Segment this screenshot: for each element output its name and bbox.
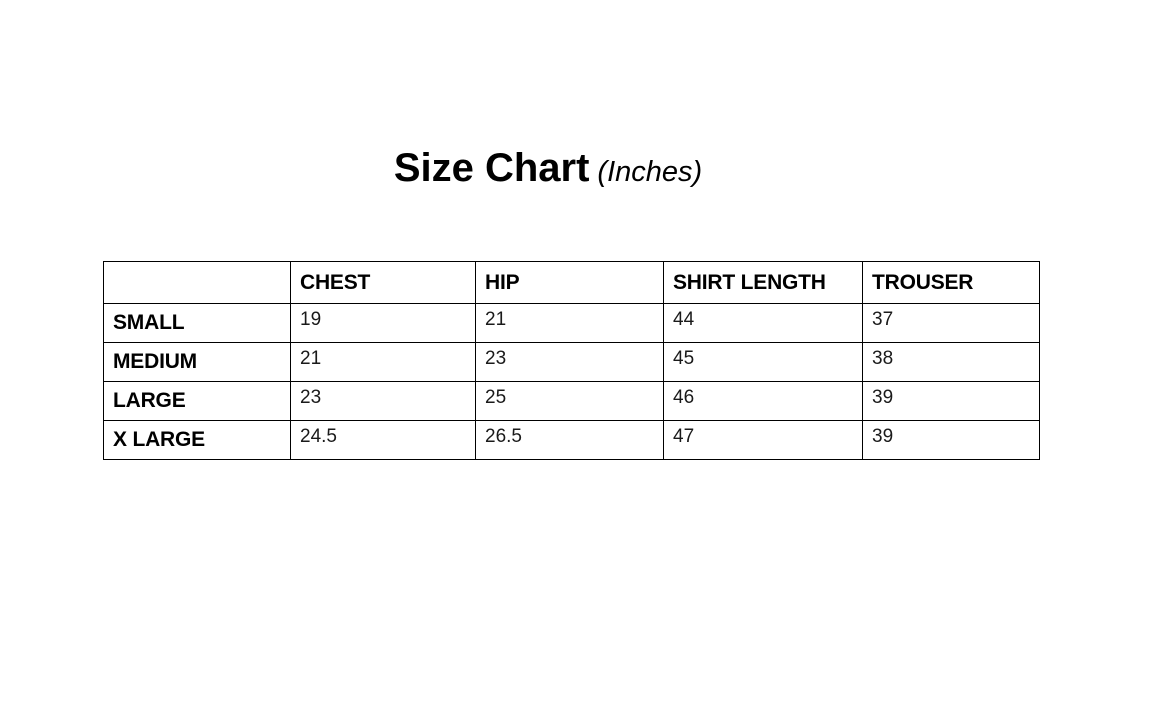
cell-medium-trouser: 38 (862, 342, 1040, 382)
table-row-x-large: X LARGE 24.5 26.5 47 39 (103, 420, 1040, 460)
header-cell-size-blank (103, 261, 291, 304)
size-chart-table: CHEST HIP SHIRT LENGTH TROUSER SMALL 19 … (103, 261, 1040, 460)
row-label-large: LARGE (103, 381, 291, 421)
cell-x-large-chest: 24.5 (290, 420, 476, 460)
table-row-large: LARGE 23 25 46 39 (103, 381, 1040, 421)
cell-large-chest: 23 (290, 381, 476, 421)
cell-x-large-hip: 26.5 (475, 420, 664, 460)
header-cell-trouser: TROUSER (862, 261, 1040, 304)
cell-x-large-shirt-length: 47 (663, 420, 863, 460)
header-cell-chest: CHEST (290, 261, 476, 304)
cell-medium-shirt-length: 45 (663, 342, 863, 382)
page-title: Size Chart (Inches) (0, 146, 1096, 191)
table-row-medium: MEDIUM 21 23 45 38 (103, 342, 1040, 382)
cell-large-hip: 25 (475, 381, 664, 421)
header-cell-hip: HIP (475, 261, 664, 304)
cell-small-trouser: 37 (862, 303, 1040, 343)
size-chart-table-container: CHEST HIP SHIRT LENGTH TROUSER SMALL 19 … (103, 261, 1040, 460)
header-cell-shirt-length: SHIRT LENGTH (663, 261, 863, 304)
page-title-unit: (Inches) (597, 156, 703, 188)
table-row-small: SMALL 19 21 44 37 (103, 303, 1040, 343)
cell-large-shirt-length: 46 (663, 381, 863, 421)
header-row: CHEST HIP SHIRT LENGTH TROUSER (103, 261, 1040, 304)
cell-small-chest: 19 (290, 303, 476, 343)
row-label-small: SMALL (103, 303, 291, 343)
cell-small-shirt-length: 44 (663, 303, 863, 343)
cell-medium-chest: 21 (290, 342, 476, 382)
page-title-text: Size Chart (393, 146, 590, 190)
cell-medium-hip: 23 (475, 342, 664, 382)
row-label-x-large: X LARGE (103, 420, 291, 460)
cell-small-hip: 21 (475, 303, 664, 343)
row-label-medium: MEDIUM (103, 342, 291, 382)
cell-large-trouser: 39 (862, 381, 1040, 421)
cell-x-large-trouser: 39 (862, 420, 1040, 460)
